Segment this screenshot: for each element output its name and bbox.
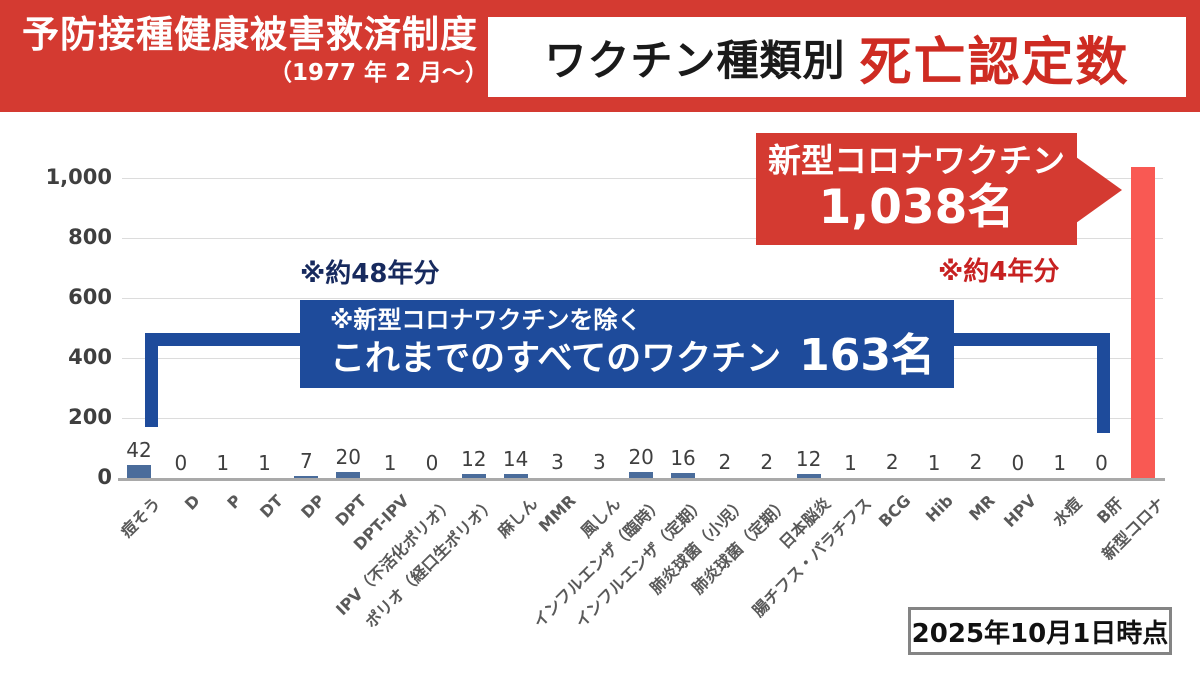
bar [336,472,361,478]
x-axis-label: P [223,491,246,513]
covid-period-note: ※約4年分 [938,257,1060,287]
x-axis-label: BCG [875,491,915,531]
others-box-value: 163名 [799,330,936,381]
covid-callout-arrow [1076,157,1122,223]
covid-callout-box: 新型コロナワクチン 1,038名 [756,133,1077,245]
bar-value-label: 3 [551,450,564,475]
program-period: （1977 年 2 月～） [268,60,488,86]
x-axis-label: DT [256,491,287,522]
x-axis-label: MR [965,491,999,525]
bar-value-label: 3 [592,450,606,475]
bar [461,474,486,478]
gridline-200 [122,418,1163,419]
bar [796,474,821,478]
bar [671,473,696,478]
bar-value-label: 2 [718,450,732,475]
y-axis-tick: 800 [68,225,112,249]
covid-callout-title: 新型コロナワクチン [768,141,1065,180]
others-total-box: ※新型コロナワクチンを除く これまでのすべてのワクチン 163名 [300,300,954,388]
bar-value-label: 1 [258,450,271,475]
bracket-right-leg [1097,333,1110,433]
bar-value-label: 2 [969,450,983,475]
bar-value-label: 1 [1053,450,1067,475]
bar [127,465,151,478]
y-axis-tick: 600 [68,285,112,309]
x-axis-label: DP [297,491,329,523]
bar-value-label: 16 [670,446,696,471]
bar [294,475,319,478]
bracket-left-leg [145,333,158,427]
x-axis-label: HPV [1000,491,1041,531]
x-axis-label: Hib [921,491,957,526]
others-box-note: ※新型コロナワクチンを除く [330,306,642,334]
bar-value-label: 2 [885,450,899,475]
bar [629,472,654,478]
bar-value-label: 1 [844,450,857,475]
bar-value-label: 12 [795,447,822,472]
bar-value-label: 1 [216,450,230,475]
bar-value-label: 20 [335,445,361,469]
as-of-date-box: 2025年10月1日時点 [908,607,1172,655]
bar-value-label: 0 [1095,451,1108,475]
y-axis-tick: 400 [68,345,112,369]
bar-value-label: 42 [126,438,152,463]
x-axis-label: 麻しん [493,493,541,542]
chart-title-emphasis: 死亡認定数 [859,32,1130,93]
header-banner: 予防接種健康被害救済制度 （1977 年 2 月～） ワクチン種類別 死亡認定数 [0,0,1200,112]
bar-value-label: 0 [174,451,188,475]
bar-value-label: 14 [502,446,529,471]
others-box-text: これまでのすべてのワクチン [330,339,782,379]
program-title: 予防接種健康被害救済制度 [22,13,478,56]
bar-value-label: 7 [300,448,313,473]
chart-title-box: ワクチン種類別 死亡認定数 [488,17,1186,97]
gridline-800 [122,238,1163,239]
bar-value-label: 12 [461,447,487,472]
program-title-block: 予防接種健康被害救済制度 （1977 年 2 月～） [8,12,492,88]
bar [503,473,528,478]
x-axis-line [118,478,1165,481]
bar-value-label: 0 [1011,451,1025,475]
bar-value-label: 1 [383,450,397,475]
x-axis-label: 水痘 [1048,493,1085,530]
covid-callout-value: 1,038名 [818,180,1015,235]
others-box-label: これまでのすべてのワクチン 163名 [330,334,954,381]
chart-title-prefix: ワクチン種類別 [544,35,846,85]
x-axis-label: 痘そう [116,493,165,542]
bar-value-label: 1 [927,450,941,475]
gridline-600 [122,298,1163,299]
y-axis-tick: 0 [97,465,112,489]
bar-highlight [1131,166,1156,478]
x-axis-label: MMR [535,491,580,536]
gridline-1,000 [122,178,1163,179]
bar-value-label: 2 [760,450,774,475]
others-period-note: ※約48年分 [300,259,440,289]
as-of-date: 2025年10月1日時点 [911,618,1169,649]
x-axis-label: D [180,491,204,514]
bar-value-label: 0 [425,451,439,475]
y-axis-tick: 1,000 [45,165,112,189]
y-axis-tick: 200 [68,405,112,429]
bar-value-label: 20 [628,445,654,469]
